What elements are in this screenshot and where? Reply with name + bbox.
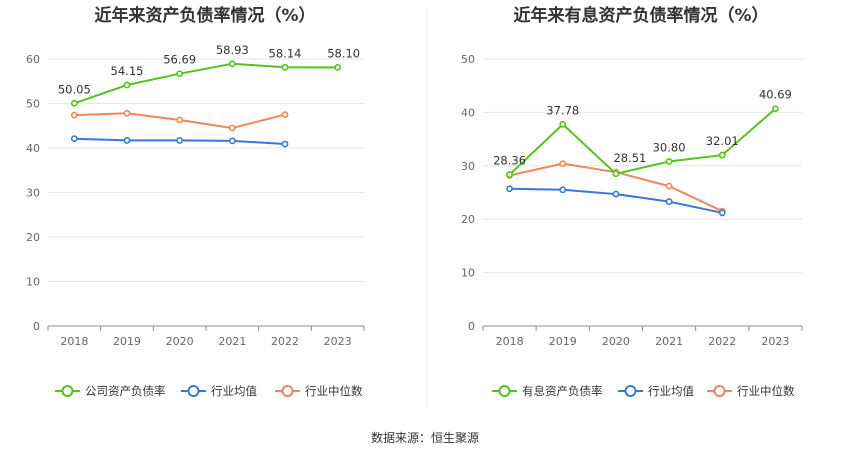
- legend-label: 行业均值: [211, 384, 257, 398]
- y-tick-label: 50: [26, 98, 40, 111]
- data-label: 54.15: [111, 64, 144, 78]
- legend-marker: [624, 385, 637, 397]
- y-tick-label: 10: [461, 267, 475, 280]
- data-label: 40.69: [759, 88, 792, 102]
- x-tick-label: 2021: [655, 335, 683, 348]
- data-point: [176, 137, 184, 144]
- data-label: 37.78: [546, 103, 579, 117]
- y-tick-label: 30: [461, 160, 475, 173]
- legend-label: 有息资产负债率: [522, 384, 603, 398]
- chart-title: 近年来资产负债率情况（%）: [94, 5, 315, 26]
- data-label: 58.14: [269, 46, 302, 60]
- data-point: [506, 171, 513, 178]
- legend-label: 行业均值: [648, 384, 694, 398]
- data-point: [506, 185, 513, 193]
- legend-item[interactable]: 有息资产负债率: [492, 384, 603, 398]
- legend-marker: [713, 385, 726, 397]
- data-point: [281, 140, 289, 148]
- data-label: 28.36: [493, 154, 526, 168]
- y-tick-label: 0: [33, 320, 40, 333]
- data-label: 58.10: [327, 46, 360, 60]
- y-tick-label: 20: [26, 231, 40, 244]
- legend-label: 行业中位数: [737, 384, 795, 398]
- x-tick-label: 2023: [761, 335, 789, 348]
- y-tick-label: 40: [461, 106, 475, 119]
- legend-label: 行业中位数: [305, 384, 363, 398]
- data-point: [559, 160, 567, 168]
- data-point: [123, 137, 131, 144]
- legend-item[interactable]: 行业均值: [181, 384, 257, 398]
- data-point: [176, 116, 184, 124]
- data-point: [334, 64, 342, 71]
- data-point: [281, 111, 289, 119]
- legend-item[interactable]: 行业中位数: [275, 384, 363, 398]
- chart-debt-ratio: 近年来资产负债率情况（%） 0 10 20 30 40 50 60 2018 2019 2020 20…: [26, 5, 365, 398]
- legend-item[interactable]: 公司资产负债率: [55, 384, 166, 398]
- data-label: 56.69: [163, 53, 196, 67]
- x-tick-label: 2022: [708, 335, 736, 348]
- data-point: [559, 186, 567, 194]
- data-point: [123, 81, 131, 89]
- x-tick-label: 2018: [60, 335, 88, 348]
- chart-title: 近年来有息资产负债率情况（%）: [513, 5, 768, 26]
- data-point: [772, 105, 779, 113]
- data-point: [70, 111, 78, 119]
- x-tick-label: 2019: [549, 335, 577, 348]
- legend-marker: [61, 385, 74, 397]
- legend-item[interactable]: 行业中位数: [707, 384, 795, 398]
- y-tick-label: 20: [461, 213, 475, 226]
- legend-item[interactable]: 行业均值: [618, 384, 694, 398]
- data-point: [123, 109, 131, 117]
- x-tick-label: 2022: [271, 335, 299, 348]
- y-tick-label: 10: [26, 276, 40, 289]
- y-tick-label: 30: [26, 187, 40, 200]
- y-tick-label: 40: [26, 142, 40, 155]
- data-point: [228, 137, 236, 145]
- x-tick-label: 2018: [496, 335, 524, 348]
- series-line: [508, 107, 777, 176]
- data-label: 50.05: [58, 82, 91, 96]
- data-point: [228, 60, 236, 68]
- y-tick-label: 60: [26, 53, 40, 66]
- data-point: [281, 63, 289, 71]
- data-label: 28.51: [613, 151, 646, 165]
- data-label: 32.01: [706, 134, 739, 148]
- data-point: [612, 170, 620, 178]
- y-tick-label: 50: [461, 53, 475, 66]
- data-point: [718, 151, 726, 159]
- data-point: [665, 198, 673, 205]
- legend-marker: [281, 385, 294, 397]
- x-tick-label: 2020: [602, 335, 630, 348]
- legend-label: 公司资产负债率: [85, 384, 166, 398]
- data-point: [665, 158, 673, 165]
- data-point: [176, 70, 184, 78]
- y-tick-label: 0: [468, 320, 475, 333]
- legend-marker: [187, 385, 200, 397]
- data-point: [665, 182, 673, 190]
- data-point: [718, 209, 726, 217]
- data-label: 30.80: [653, 141, 686, 155]
- data-point: [70, 99, 78, 107]
- data-point: [70, 135, 78, 143]
- x-tick-label: 2019: [113, 335, 141, 348]
- series-line: [73, 62, 338, 105]
- data-point: [612, 190, 620, 198]
- x-tick-label: 2020: [166, 335, 194, 348]
- legend-marker: [498, 385, 511, 397]
- data-point: [228, 124, 236, 132]
- x-tick-label: 2021: [218, 335, 246, 348]
- chart-interest-debt-ratio: 近年来有息资产负债率情况（%） 0 10 20 30 40 50 2018 2019 2020 20…: [461, 5, 803, 398]
- source-note: 数据来源：恒生聚源: [371, 430, 479, 445]
- x-tick-label: 2023: [324, 335, 352, 348]
- data-label: 58.93: [216, 43, 249, 57]
- data-point: [559, 120, 567, 128]
